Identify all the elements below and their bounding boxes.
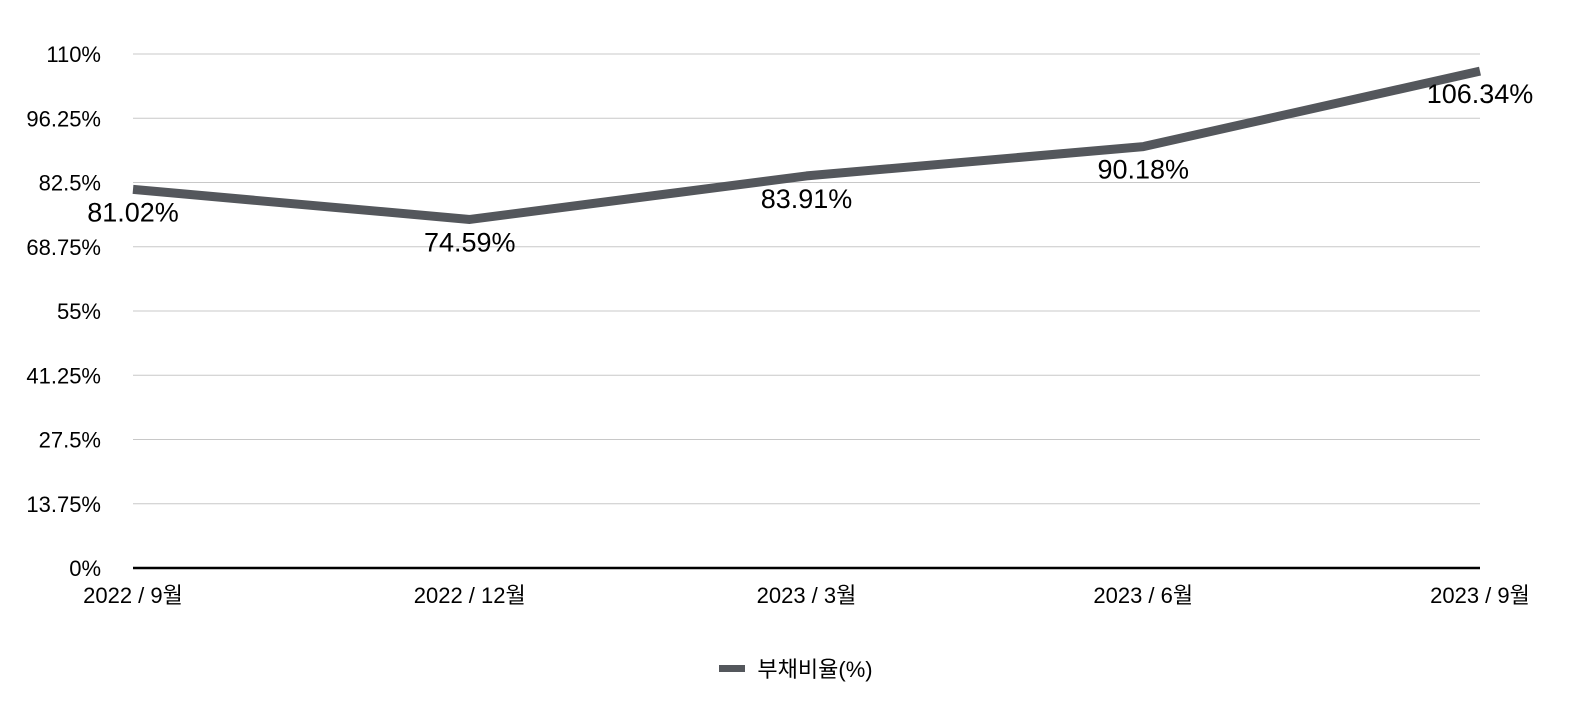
data-label: 90.18% [1097, 155, 1189, 185]
data-label: 83.91% [761, 184, 853, 214]
series-layer [132, 66, 1481, 224]
y-tick-label: 27.5% [39, 428, 101, 453]
data-labels: 81.02% 74.59% 83.91% 90.18% 106.34% [87, 79, 1533, 257]
legend-swatch [719, 664, 746, 672]
y-tick-label: 96.25% [26, 106, 101, 131]
legend-label: 부채비율(%) [757, 657, 873, 682]
y-tick-label: 41.25% [26, 363, 101, 388]
x-tick-label: 2022 / 12월 [414, 583, 526, 608]
y-tick-label: 55% [57, 299, 101, 324]
x-tick-label: 2023 / 3월 [757, 583, 857, 608]
y-tick-label: 68.75% [26, 235, 101, 260]
y-tick-label: 110% [46, 42, 101, 67]
data-label: 74.59% [424, 227, 516, 257]
legend: 부채비율(%) [0, 652, 1592, 684]
y-tick-label: 82.5% [39, 171, 101, 196]
data-label: 81.02% [87, 197, 179, 227]
y-tick-label: 13.75% [26, 492, 101, 517]
x-tick-label: 2023 / 9월 [1430, 583, 1530, 608]
y-tick-label: 0% [69, 556, 101, 581]
legend-item: 부채비율(%) [719, 652, 873, 684]
x-axis-tick-labels: 2022 / 9월 2022 / 12월 2023 / 3월 2023 / 6월 202… [83, 583, 1530, 608]
data-label: 106.34% [1427, 79, 1534, 109]
x-tick-label: 2022 / 9월 [83, 583, 183, 608]
grid-layer [133, 53, 1480, 570]
y-axis-tick-labels: 0% 13.75% 27.5% 41.25% 55% 68.75% 82.5% 96.25% 1… [26, 42, 101, 581]
x-tick-label: 2023 / 6월 [1093, 583, 1193, 608]
